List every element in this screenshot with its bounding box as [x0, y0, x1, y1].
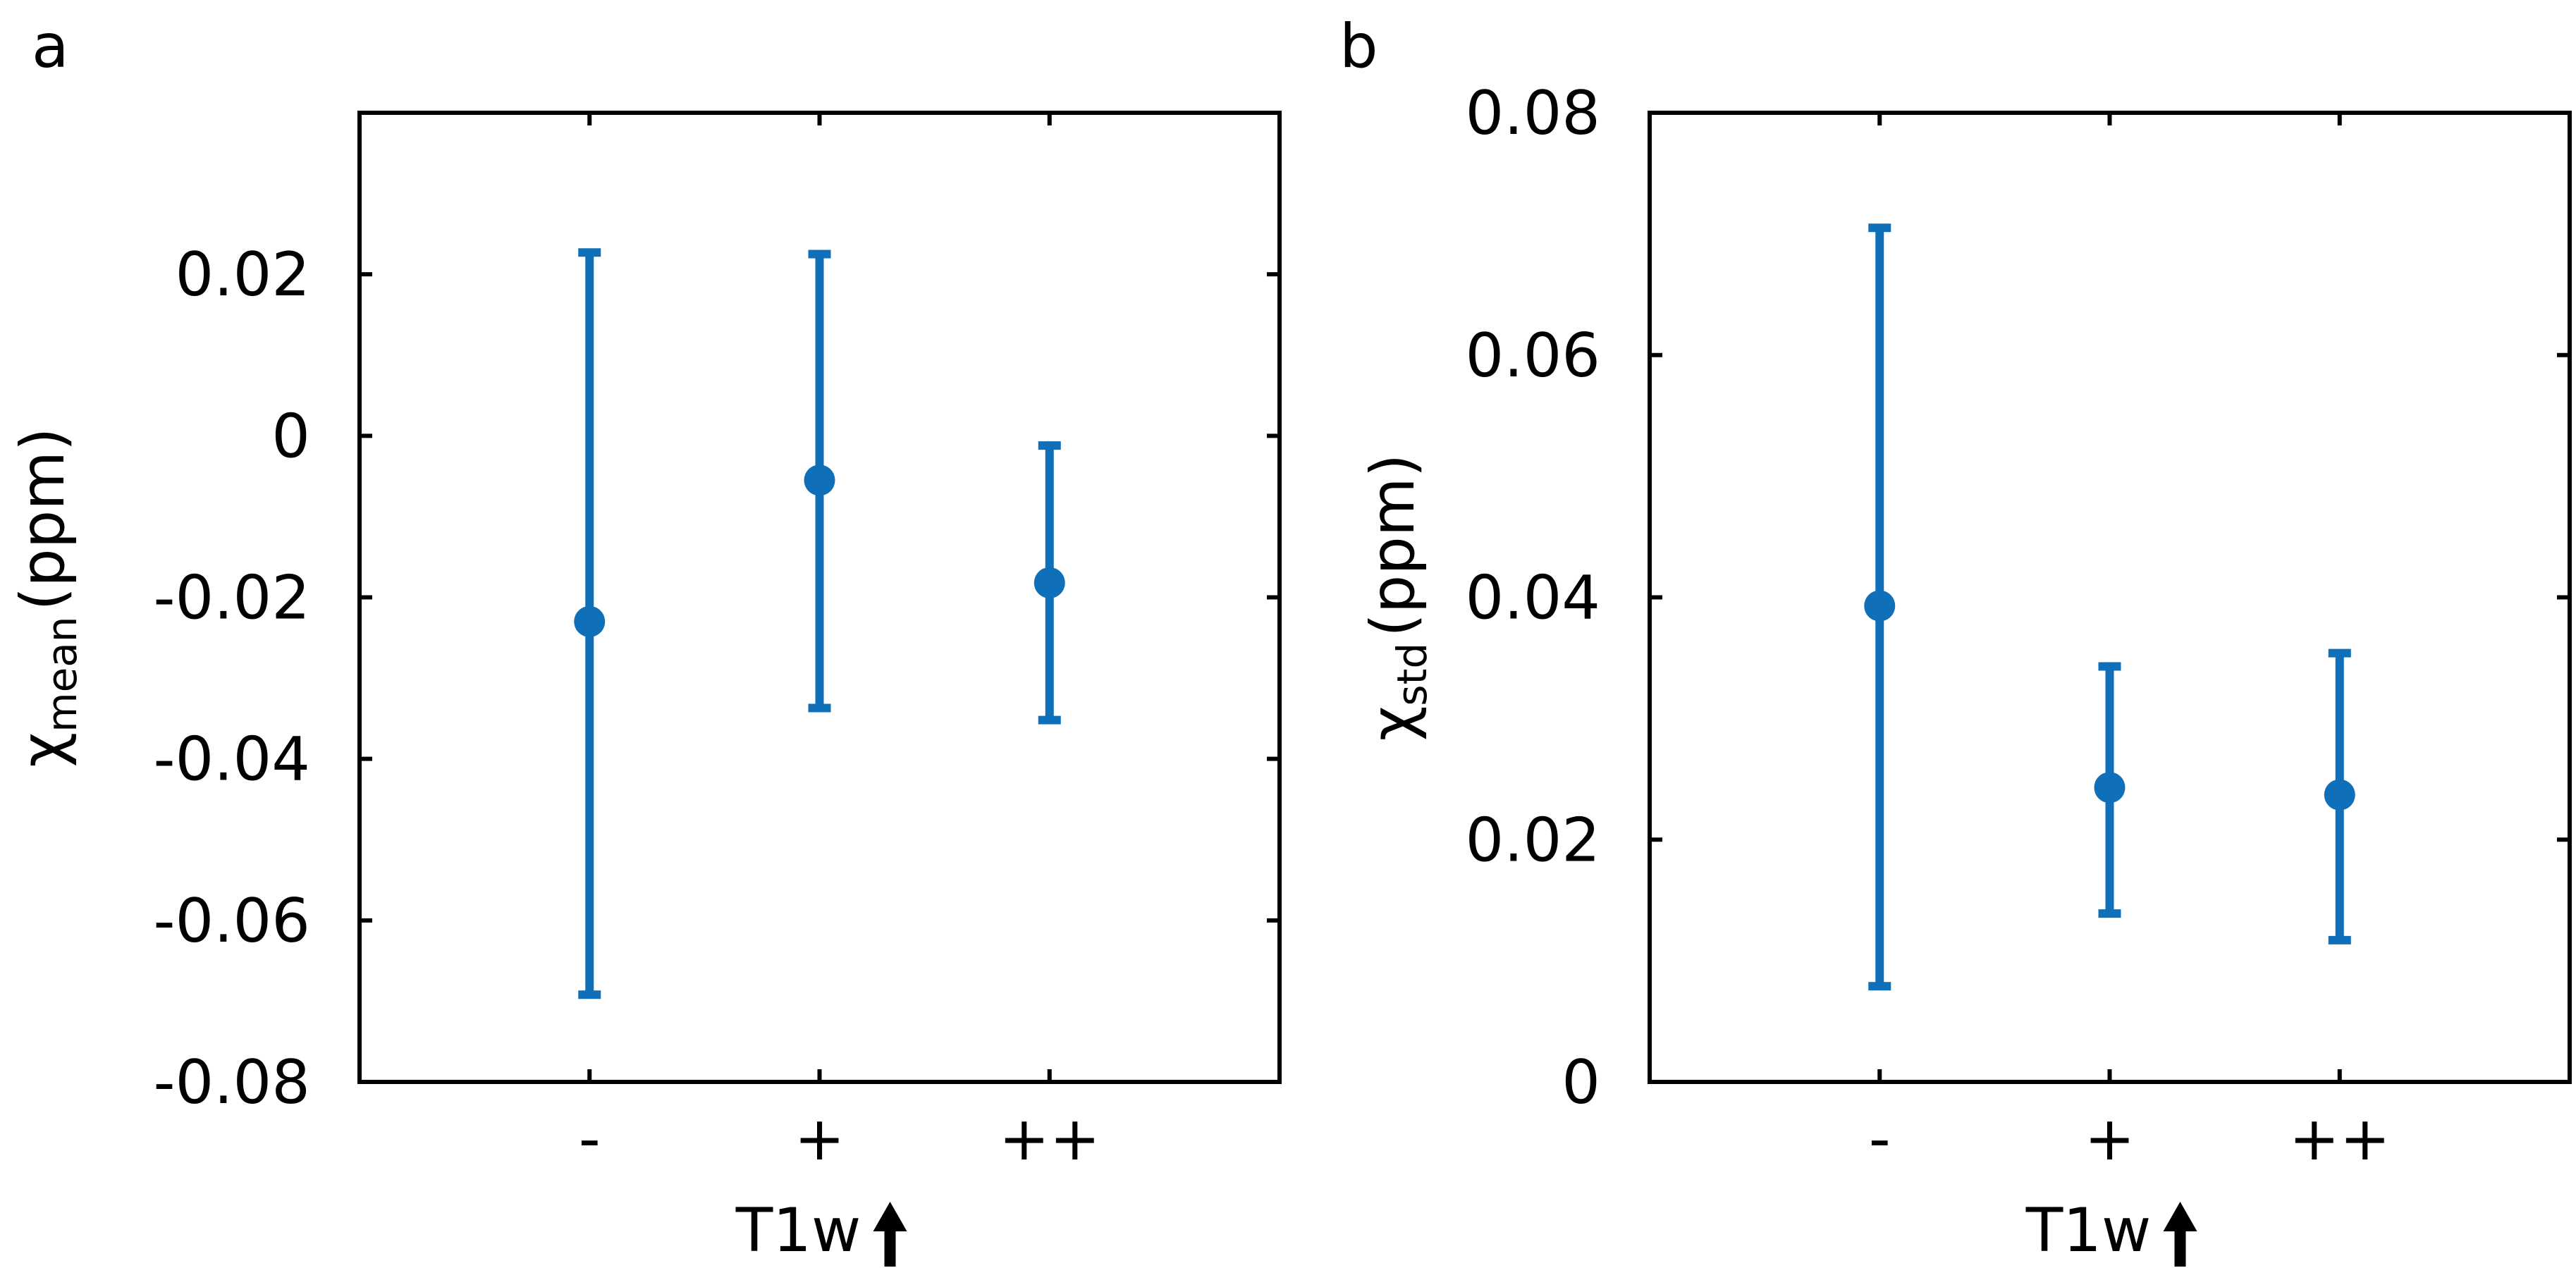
data-point	[574, 605, 606, 637]
y-tick-label: 0.04	[1466, 563, 1600, 634]
y-axis-label: χstd (ppm)	[1358, 454, 1436, 741]
y-axis-unit: (ppm)	[1358, 454, 1428, 637]
y-tick-label: -0.02	[153, 563, 310, 634]
y-tick-label: 0.06	[1466, 321, 1600, 391]
data-point	[804, 464, 835, 496]
x-tick-label: ++	[999, 1104, 1100, 1174]
x-tick-label: +	[794, 1104, 845, 1174]
y-tick-label: -0.08	[153, 1047, 310, 1118]
x-tick-label: ++	[2289, 1104, 2391, 1174]
panel-letter: b	[1339, 11, 1378, 82]
up-arrow-icon	[2163, 1202, 2197, 1267]
x-tick-label: -	[1869, 1104, 1891, 1174]
x-axis-label: T1w	[735, 1195, 861, 1266]
data-point	[2094, 772, 2126, 804]
y-tick-label: 0	[1562, 1047, 1600, 1118]
x-tick-label: -	[579, 1104, 601, 1174]
y-tick-label: 0.02	[176, 240, 310, 310]
panel-letter: a	[32, 11, 69, 82]
y-axis-subscript: std	[1388, 643, 1436, 706]
y-axis-label: χmean (ppm)	[8, 427, 86, 767]
y-axis-unit: (ppm)	[8, 427, 78, 610]
x-tick-label: +	[2084, 1104, 2135, 1174]
plot-frame	[1648, 111, 2572, 1084]
data-point	[2324, 779, 2355, 811]
y-tick-label: -0.04	[153, 725, 310, 795]
y-axis-symbol: χ	[8, 732, 78, 768]
y-axis-symbol: χ	[1358, 706, 1428, 741]
y-tick-label: -0.06	[153, 886, 310, 956]
data-point	[1034, 567, 1065, 598]
y-tick-label: 0.08	[1466, 78, 1600, 149]
y-tick-label: 0.02	[1466, 805, 1600, 875]
up-arrow-icon	[873, 1202, 907, 1267]
y-axis-subscript: mean	[38, 616, 86, 732]
x-axis-label: T1w	[2025, 1195, 2152, 1266]
data-point	[1864, 590, 1896, 622]
y-tick-label: 0	[271, 401, 310, 472]
